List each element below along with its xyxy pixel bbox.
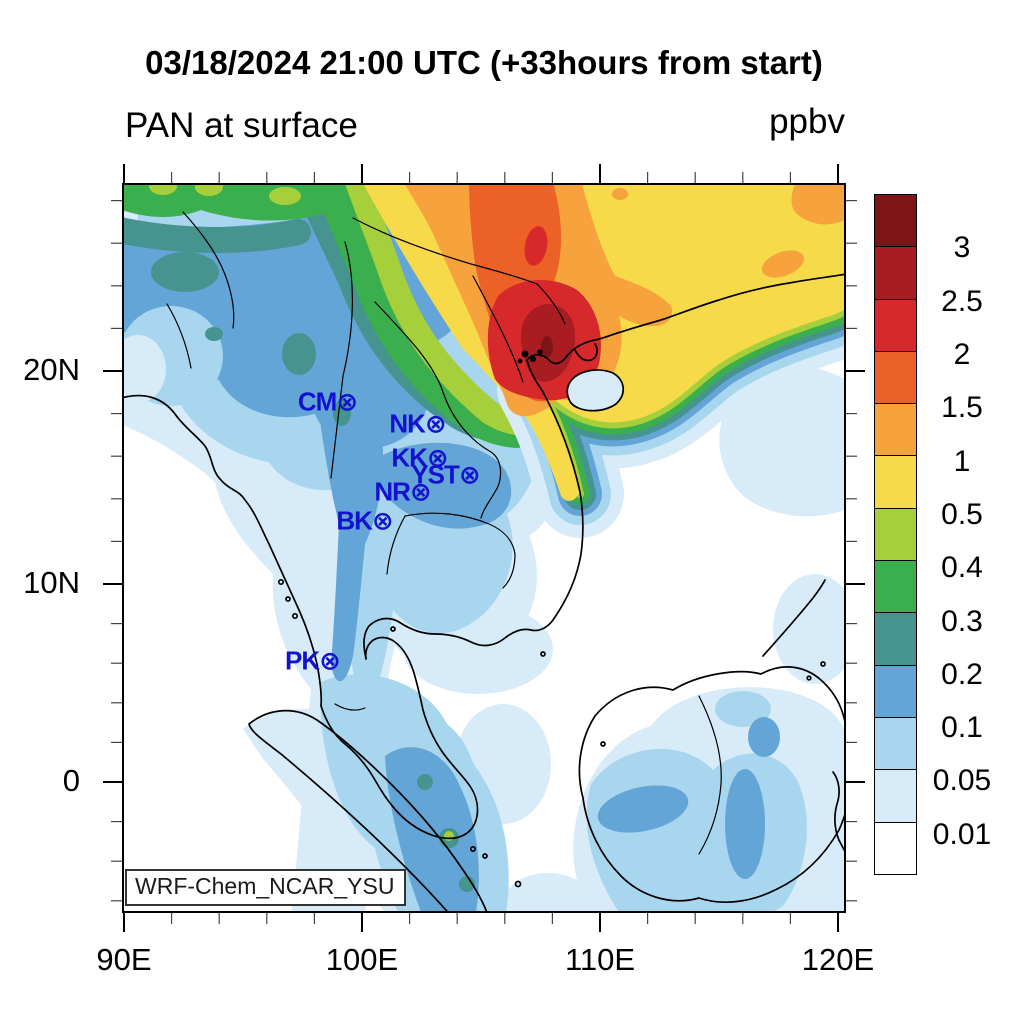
axis-ticks [103, 164, 865, 932]
variable-title: PAN at surface [125, 106, 358, 145]
colorbar [874, 194, 917, 875]
colorbar-segment [874, 350, 917, 405]
colorbar-segment [874, 455, 917, 509]
station-KK: KK⊗ [391, 442, 449, 473]
station-marker-icon: ⊗ [336, 386, 359, 417]
colorbar-segment [874, 194, 917, 248]
colorbar-tick-label: 0.3 [941, 604, 983, 638]
colorbar-tick-label: 0.1 [941, 711, 983, 745]
colorbar-segment [874, 507, 917, 562]
map-frame [122, 183, 846, 913]
colorbar-tick-label: 0.01 [932, 817, 992, 851]
colorbar-segment [874, 560, 917, 614]
time-title: 03/18/2024 21:00 UTC (+33hours from star… [145, 44, 823, 81]
colorbar-tick-label: 1 [953, 444, 971, 478]
colorbar-tick-label: 2 [953, 337, 971, 371]
colorbar-tick-label: 0.5 [941, 497, 983, 531]
station-CM: CM⊗ [297, 386, 359, 417]
colorbar-segment [874, 246, 917, 300]
units-label: ppbv [769, 102, 845, 141]
station-marker-icon: ⊗ [319, 645, 341, 676]
colorbar-segment [874, 716, 917, 771]
y-tick-label-10N: 10N [23, 565, 80, 600]
station-marker-icon: ⊗ [409, 476, 432, 507]
station-NR: NR⊗ [374, 476, 432, 507]
station-marker-icon: ⊗ [424, 408, 447, 439]
colorbar-tick-label: 0.4 [941, 551, 983, 585]
y-tick-label-0: 0 [62, 763, 80, 798]
station-PK: PK⊗ [285, 645, 341, 676]
coastlines [123, 211, 845, 912]
colorbar-segment [874, 769, 917, 823]
station-YST: YST⊗ [411, 459, 481, 490]
colorbar-segment [874, 664, 917, 718]
colorbar-segment [874, 612, 917, 666]
station-NK: NK⊗ [389, 408, 447, 439]
colorbar-segment [874, 403, 917, 457]
station-marker-icon: ⊗ [371, 505, 394, 536]
colorbar-tick-label: 0.2 [941, 657, 983, 691]
colorbar-segment [874, 821, 917, 875]
x-tick-label-120E: 120E [801, 942, 875, 977]
colorbar-segment [874, 298, 917, 352]
x-tick-label-90E: 90E [96, 942, 152, 977]
contour-field [123, 184, 845, 912]
x-tick-label-110E: 110E [564, 942, 636, 977]
station-marker-icon: ⊗ [458, 459, 481, 490]
colorbar-tick-label: 3 [953, 231, 971, 265]
colorbar-tick-label: 2.5 [941, 284, 983, 318]
model-label-box: WRF-Chem_NCAR_YSU [125, 869, 407, 906]
y-tick-label-20N: 20N [23, 352, 80, 387]
station-BK: BK⊗ [336, 505, 394, 536]
map-canvas [103, 164, 865, 932]
colorbar-tick-label: 0.05 [932, 764, 992, 798]
colorbar-tick-label: 1.5 [941, 391, 983, 425]
x-tick-label-100E: 100E [325, 942, 399, 977]
map-panel: WRF-Chem_NCAR_YSU CM⊗ NK⊗ KK⊗ YST⊗ NR⊗ BK⊗ PK⊗ [103, 164, 865, 932]
station-marker-icon: ⊗ [426, 442, 449, 473]
